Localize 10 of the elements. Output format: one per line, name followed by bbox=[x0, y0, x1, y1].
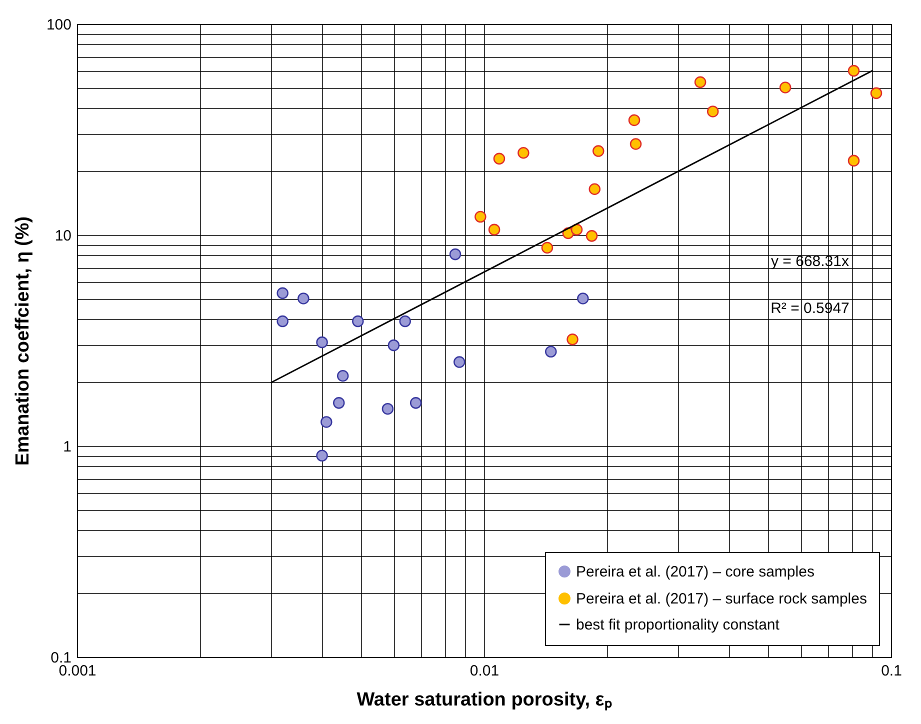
y-tick-label: 100 bbox=[46, 16, 72, 34]
x-tick-label: 0.01 bbox=[470, 662, 500, 680]
x-tick-label: 0.1 bbox=[881, 662, 902, 680]
legend-label: Pereira et al. (2017) – surface rock samples bbox=[576, 590, 867, 608]
y-tick-label: 1 bbox=[63, 438, 72, 456]
y-axis-title: Emanation coeffcient, η (%) bbox=[12, 216, 34, 466]
legend-label: best fit proportionality constant bbox=[576, 616, 780, 634]
y-tick-label: 10 bbox=[54, 228, 72, 244]
x-axis-title: Water saturation porosity, εₚ bbox=[356, 690, 612, 710]
legend-label: Pereira et al. (2017) – core samples bbox=[576, 564, 814, 580]
